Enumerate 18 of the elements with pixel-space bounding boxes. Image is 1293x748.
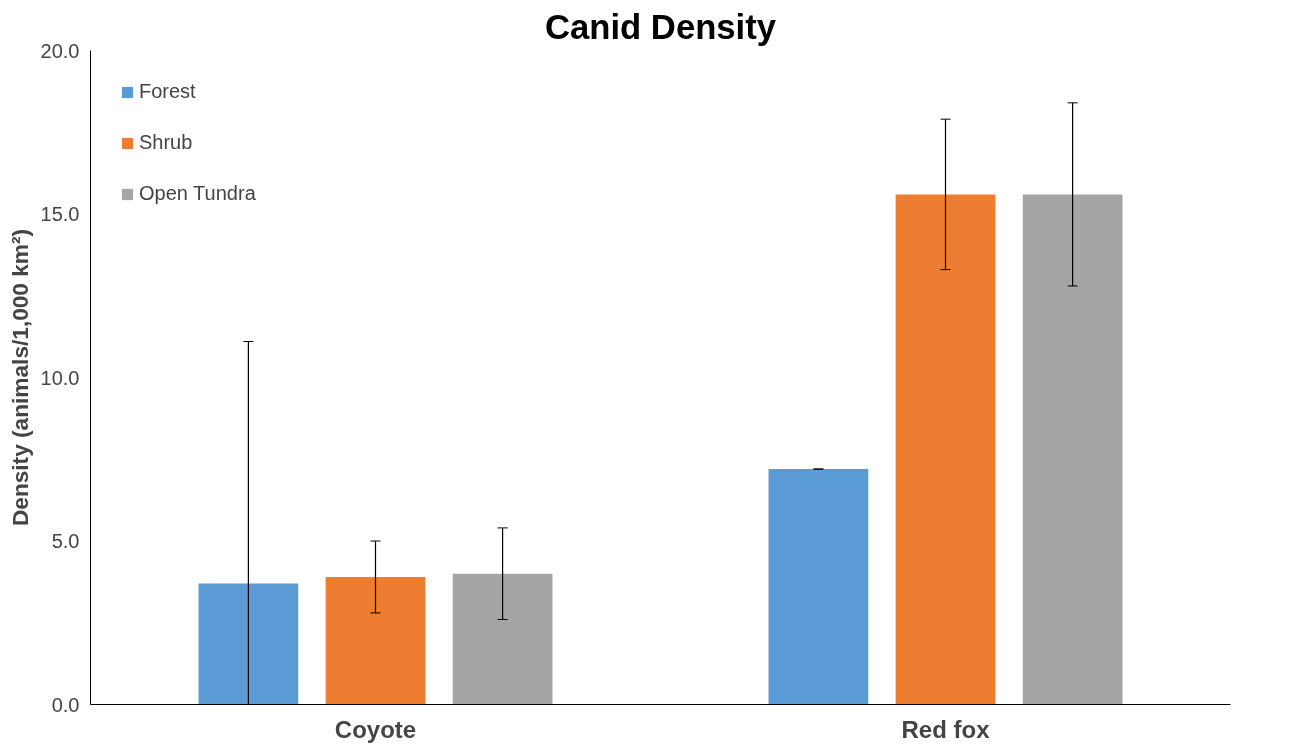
y-tick-label: 20.0: [40, 39, 80, 62]
y-axis-title: Density (animals/1,000 km²): [6, 228, 33, 527]
bar: [198, 583, 299, 705]
chart-title: Canid Density: [544, 7, 777, 46]
y-tick-label: 15.0: [40, 203, 80, 225]
bar: [452, 573, 553, 705]
bar: [768, 469, 869, 705]
legend-label: Forest: [139, 80, 196, 103]
y-tick-label: 5.0: [51, 530, 80, 552]
bar: [325, 576, 426, 705]
legend-label: Open Tundra: [139, 182, 256, 205]
bar: [895, 194, 996, 705]
x-tick-label: Coyote: [334, 715, 417, 743]
bar: [1022, 194, 1123, 705]
y-tick-label: 0.0: [51, 693, 80, 716]
x-tick-label: Red fox: [901, 715, 991, 743]
legend-label: Shrub: [139, 131, 193, 154]
y-tick-label: 10.0: [40, 366, 80, 389]
